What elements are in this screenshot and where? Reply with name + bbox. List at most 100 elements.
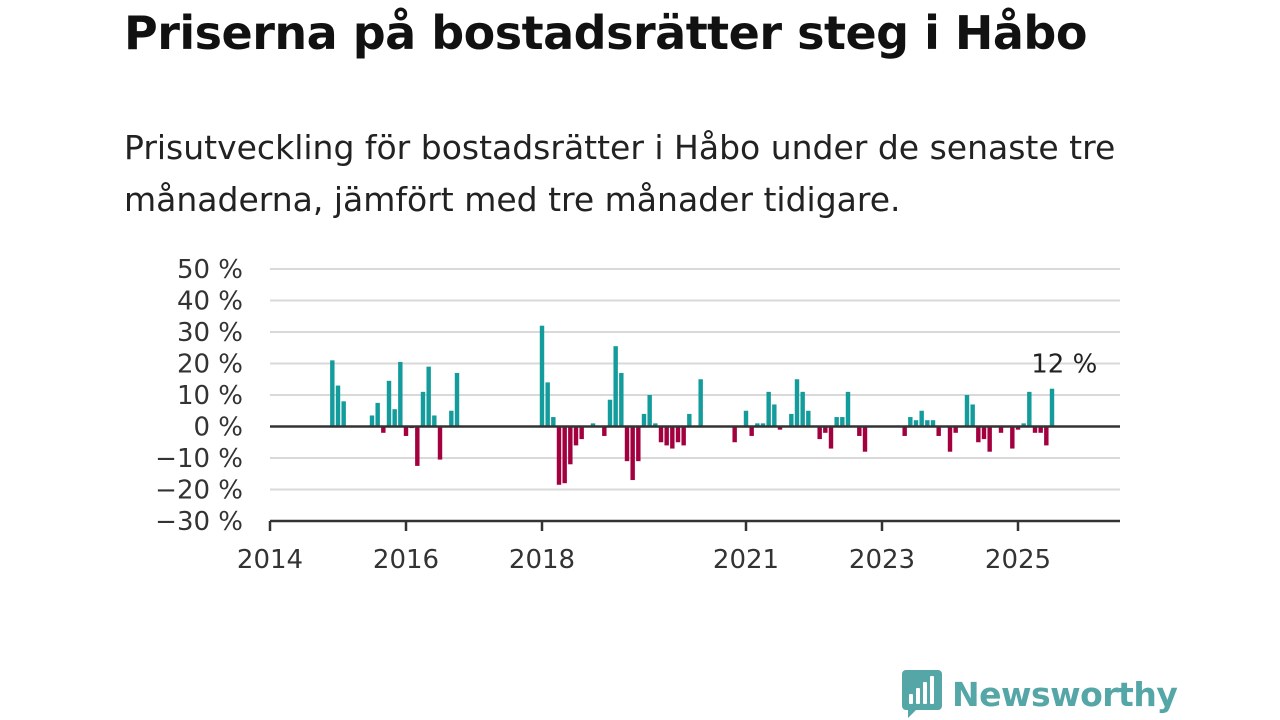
bar-negative [947,426,953,452]
bar-positive [760,423,766,427]
y-tick-label: −30 % [155,507,243,537]
bar-positive [330,360,335,427]
x-tick-label: 2018 [509,545,575,575]
y-tick-label: 40 % [177,287,243,317]
bar-positive [970,404,975,427]
bar-negative [1015,426,1021,430]
bar-negative [670,426,675,449]
bar-negative [415,426,420,466]
bar-negative [823,426,828,433]
y-tick-label: 0 % [193,413,243,443]
bar-positive [766,391,771,427]
bar-positive [930,420,936,427]
bar-negative [437,426,443,460]
newsworthy-chart-bubble-icon [902,670,942,718]
bar-positive [398,361,403,427]
bar-positive [341,401,346,427]
bar-positive [392,409,397,427]
bar-negative [664,426,669,446]
bar-negative [1044,426,1049,446]
bar-negative [681,426,686,446]
x-tick-label: 2025 [985,545,1051,575]
bar-positive [539,325,545,427]
bar-negative [381,426,386,433]
bar-negative [636,426,641,462]
bar-negative [579,426,584,440]
bar-positive [1049,388,1055,427]
bar-positive [834,417,839,427]
bar-negative [602,426,607,436]
y-tick-label: 10 % [177,381,243,411]
bar-negative [976,426,981,443]
logo-wordmark: Newsworthy [952,674,1178,714]
bar-negative [562,426,567,484]
bar-positive [772,404,777,427]
chart-subtitle: Prisutveckling för bostadsrätter i Håbo … [124,128,1116,219]
bar-positive [590,423,596,427]
bar-negative [817,426,822,440]
bar-positive [454,372,460,427]
newsworthy-logo: Newsworthy [902,670,1178,718]
bar-negative [981,426,987,440]
bar-negative [953,426,958,433]
y-tick-label: 30 % [177,318,243,348]
latest-value-annotation: 12 % [1031,350,1097,380]
bar-positive [369,415,375,427]
x-tick-label: 2023 [849,545,915,575]
bar-positive [619,372,624,427]
bar-positive [386,380,392,427]
bar-positive [687,413,692,427]
bar-positive [647,395,652,427]
bar-positive [426,366,431,427]
bar-positive [653,423,658,427]
bar-negative [403,426,409,436]
bar-negative [556,426,562,485]
bars [330,325,1055,485]
bar-negative [828,426,834,449]
bar-positive [919,410,924,427]
bar-positive [840,417,845,427]
bar-positive [755,423,760,427]
bar-negative [998,426,1004,433]
x-tick-label: 2014 [237,545,303,575]
x-tick-label: 2016 [373,545,439,575]
y-tick-label: −10 % [155,444,243,474]
bar-positive [545,382,550,427]
bar-positive [806,410,811,427]
bar-positive [420,391,426,427]
bar-positive [743,410,749,427]
y-axis-labels: 50 %40 %30 %20 %10 %0 %−10 %−20 %−30 % [155,255,243,537]
bar-positive [794,379,800,427]
bar-positive [1021,423,1026,427]
bar-negative [902,426,907,436]
bar-chart: 50 %40 %30 %20 %10 %0 %−10 %−20 %−30 % 2… [155,255,1120,575]
bar-negative [987,426,992,452]
bar-positive [375,402,380,427]
y-tick-label: −20 % [155,476,243,506]
bar-negative [1032,426,1038,433]
bar-positive [432,415,437,427]
x-axis-labels: 2014 2016 2018 2021 2023 2025 [237,545,1051,575]
bar-positive [613,346,618,427]
bar-positive [698,379,703,427]
bar-negative [568,426,573,465]
bar-positive [335,385,341,427]
bar-positive [964,395,970,427]
bar-positive [1027,391,1032,427]
bar-negative [573,426,579,446]
bar-positive [641,413,647,427]
bar-positive [551,417,556,427]
bar-positive [913,420,919,427]
bar-positive [925,420,930,427]
x-tick-label: 2021 [713,545,779,575]
bar-negative [749,426,754,436]
bar-positive [789,413,794,427]
chart-title: Priserna på bostadsrätter steg i Håbo [124,6,1087,60]
bar-negative [624,426,630,462]
bar-negative [1010,426,1015,449]
bar-positive [908,417,913,427]
bar-negative [658,426,664,443]
grid-lines [270,268,1120,491]
bar-positive [449,410,454,427]
bar-negative [675,426,681,443]
